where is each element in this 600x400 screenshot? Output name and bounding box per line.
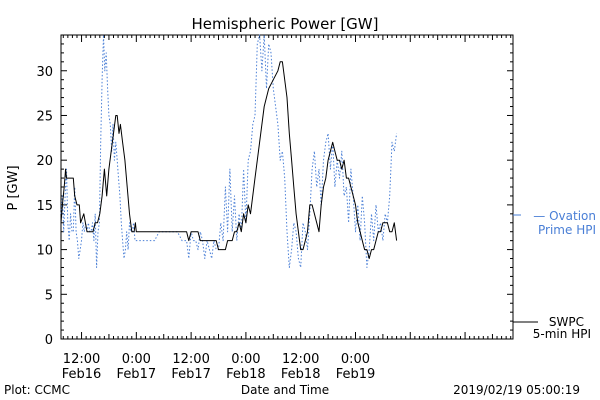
legend-ovation-label-2: Prime HPI: [538, 223, 596, 237]
legend: — Ovation Prime HPI SWPC 5-min HPI: [513, 209, 596, 341]
axes: 05101520253012:00Feb160:00Feb1712:00Feb1…: [36, 34, 514, 382]
legend-ovation-label-1: — Ovation: [533, 209, 596, 223]
y-tick-label: 0: [45, 333, 53, 348]
y-tick-label: 10: [36, 244, 53, 259]
x-tick-time-label: 12:00: [282, 352, 319, 367]
x-tick-date-label: Feb19: [336, 367, 376, 382]
y-tick-label: 30: [36, 65, 53, 80]
x-tick-date-label: Feb16: [62, 367, 102, 382]
x-tick-time-label: 0:00: [122, 352, 151, 367]
series-line: [60, 61, 398, 259]
x-tick-time-label: 12:00: [63, 352, 100, 367]
series-swpc-hpi: [60, 61, 398, 259]
legend-swpc-label-2: 5-min HPI: [533, 327, 591, 341]
x-tick-time-label: 0:00: [341, 352, 370, 367]
chart-title: Hemispheric Power [GW]: [192, 15, 379, 33]
x-tick-time-label: 12:00: [172, 352, 209, 367]
y-tick-label: 25: [36, 109, 53, 124]
footer-plot-credit: Plot: CCMC: [4, 383, 70, 397]
x-axis-label: Date and Time: [241, 383, 329, 397]
plot-frame: [60, 34, 514, 340]
x-tick-date-label: Feb18: [281, 367, 321, 382]
x-tick-time-label: 0:00: [231, 352, 260, 367]
x-tick-date-label: Feb17: [171, 367, 211, 382]
y-tick-label: 15: [36, 199, 53, 214]
y-tick-label: 5: [45, 288, 53, 303]
legend-swpc-label-1: SWPC: [549, 315, 584, 329]
y-axis-label: P [GW]: [6, 165, 21, 210]
y-tick-label: 20: [36, 154, 53, 169]
x-tick-date-label: Feb18: [226, 367, 266, 382]
footer-timestamp: 2019/02/19 05:00:19: [453, 383, 580, 397]
x-tick-date-label: Feb17: [117, 367, 157, 382]
